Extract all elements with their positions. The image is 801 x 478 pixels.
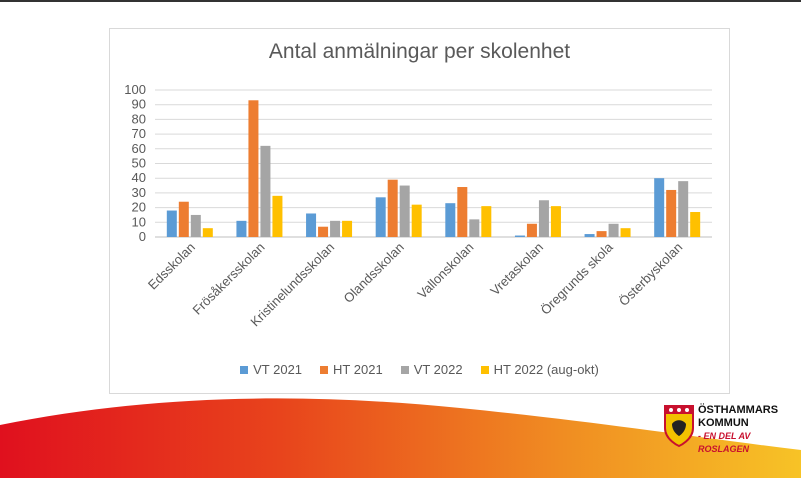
y-tick-label: 30 [132,185,146,200]
bar [202,228,213,237]
bar [481,206,492,237]
bar [236,220,247,237]
bar [666,189,677,237]
chart-title: Antal anmälningar per skolenhet [268,40,571,63]
y-tick-label: 80 [132,111,146,126]
legend-item: VT 2021 [240,362,302,377]
municipality-logo [664,405,694,448]
y-tick-label: 50 [132,156,146,171]
legend-swatch [400,365,409,374]
logo-line-3: - EN DEL AV ROSLAGEN [698,431,751,454]
bar [514,235,525,237]
bar [445,203,456,237]
bar [330,220,341,237]
logo-line-2: KOMMUN [698,417,749,429]
bar [166,210,177,237]
x-tick-label: Vretaskolan [487,240,546,299]
x-tick-label: Olandsskolan [340,240,406,306]
y-tick-label: 70 [132,126,146,141]
logo-text: ÖSTHAMMARS KOMMUN - EN DEL AV ROSLAGEN [698,404,801,456]
legend-item: HT 2022 (aug-okt) [480,362,599,377]
y-tick-label: 20 [132,200,146,215]
bar [387,179,398,237]
y-tick-label: 10 [132,214,146,229]
bar [342,220,353,237]
bar [260,145,271,237]
legend-swatch [240,365,249,374]
bar [538,200,549,237]
bar [620,228,631,237]
logo-line-1: ÖSTHAMMARS [698,404,779,416]
top-border-line [0,0,801,2]
bar [690,212,701,237]
bar [596,231,607,237]
legend-swatch [480,365,489,374]
bar [584,234,595,237]
chart-legend: VT 2021 HT 2021 VT 2022 HT 2022 (aug-okt) [109,362,730,377]
bar [550,206,561,237]
bar [248,100,259,237]
legend-item: HT 2021 [320,362,383,377]
y-tick-label: 60 [132,141,146,156]
bar [190,214,201,237]
legend-label: VT 2022 [413,362,463,377]
bar [375,197,386,237]
bar [272,195,283,237]
bar [608,223,619,237]
bar [457,187,468,237]
bar [526,223,537,237]
y-tick-label: 90 [132,97,146,112]
bar [678,181,689,237]
x-tick-label: Vallonskolan [414,240,476,302]
y-tick-label: 100 [124,82,146,97]
bar [318,226,329,237]
bar [411,204,422,237]
x-tick-label: Öregrunds skola [538,239,617,318]
y-tick-label: 40 [132,170,146,185]
legend-label: VT 2021 [253,362,303,377]
legend-label: HT 2022 (aug-okt) [493,362,599,377]
bar [654,178,665,237]
x-tick-label: Frösåkersskolan [190,240,268,318]
legend-swatch [320,365,329,374]
x-tick-label: Österbyskolan [616,240,685,309]
bar [469,219,480,237]
bar [178,201,189,237]
y-tick-label: 0 [139,229,146,244]
x-tick-label: Edsskolan [145,240,198,293]
bar [306,213,317,237]
bar [399,185,410,237]
legend-item: VT 2022 [400,362,463,377]
legend-label: HT 2021 [333,362,383,377]
